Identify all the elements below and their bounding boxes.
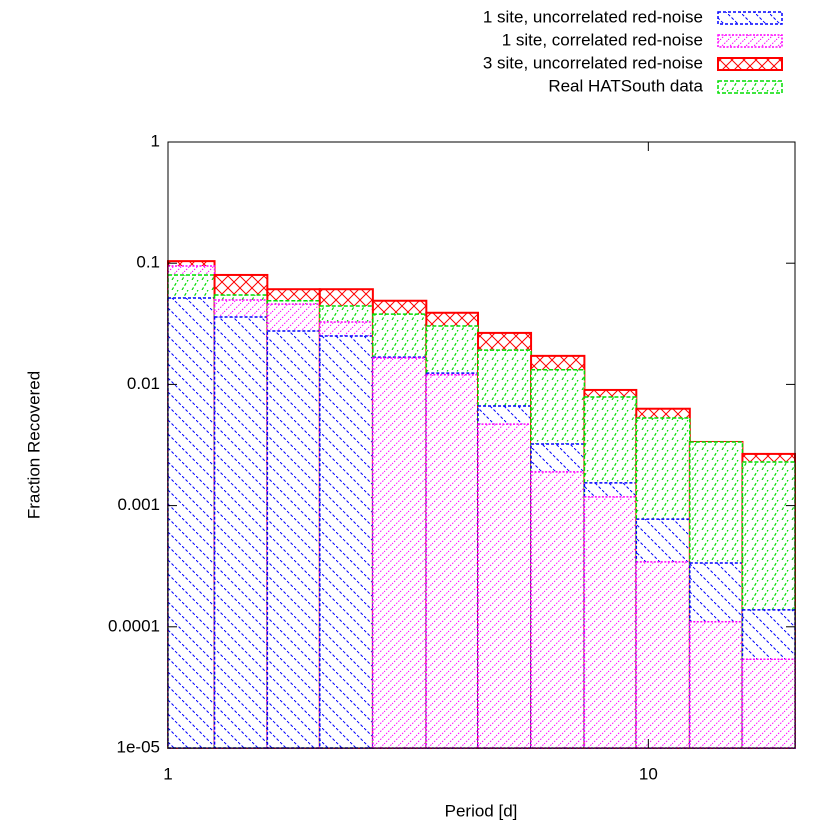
y-tick-label: 0.0001	[108, 616, 160, 635]
bar	[741, 658, 796, 749]
bar	[319, 335, 374, 749]
bar	[635, 561, 691, 749]
bar	[583, 496, 638, 749]
x-tick-label: 10	[639, 764, 658, 783]
legend-label: Real HATSouth data	[548, 76, 703, 95]
legend-label: 3 site, uncorrelated red-noise	[483, 53, 703, 72]
x-tick-label: 1	[163, 764, 172, 783]
bar	[530, 471, 586, 749]
legend-swatch	[717, 11, 783, 25]
plot-frame	[167, 141, 796, 749]
y-axis-label: Fraction Recovered	[24, 371, 43, 519]
legend-label: 1 site, correlated red-noise	[502, 30, 703, 49]
legend-label: 1 site, uncorrelated red-noise	[483, 7, 703, 26]
bar	[689, 621, 744, 749]
y-tick-label: 1e-05	[117, 737, 160, 756]
bar	[425, 374, 479, 749]
legend-swatch	[717, 34, 783, 48]
y-tick-label: 1	[151, 131, 160, 150]
y-tick-label: 0.001	[117, 495, 160, 514]
bar	[372, 357, 428, 749]
y-tick-label: 0.01	[127, 374, 160, 393]
bar	[477, 423, 532, 749]
bar	[266, 330, 321, 749]
bar	[213, 316, 269, 749]
legend-swatch	[717, 80, 783, 94]
x-axis-label: Period [d]	[445, 801, 518, 820]
bar	[167, 297, 216, 749]
legend-swatch	[717, 57, 783, 71]
y-tick-label: 0.1	[136, 253, 160, 272]
